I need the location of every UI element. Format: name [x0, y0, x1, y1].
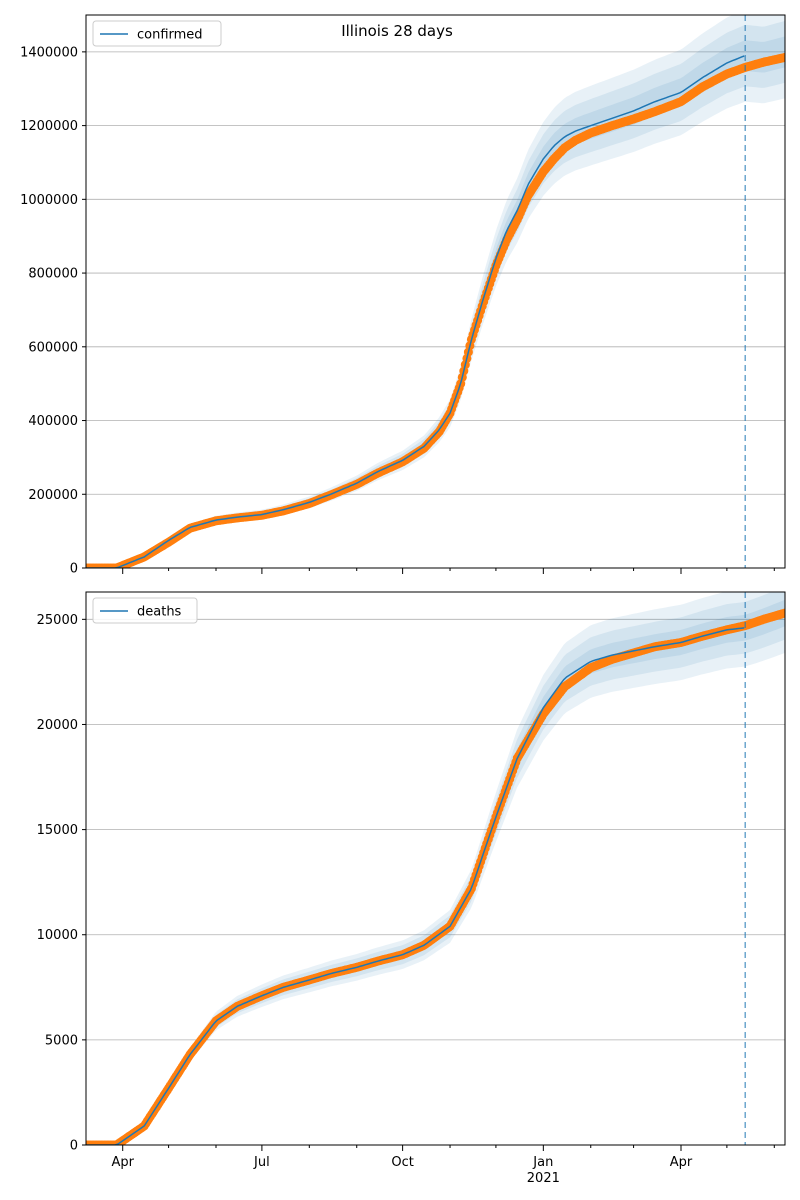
legend: deaths [92, 597, 198, 624]
legend-box [92, 20, 222, 47]
y-tick-label: 0 [70, 562, 78, 577]
plot-area [86, 592, 785, 1145]
uncertainty-band-3 [86, 15, 785, 568]
y-tick-label: 1200000 [20, 119, 78, 134]
y-tick-label: 1400000 [20, 45, 78, 60]
y-tick-label: 15000 [37, 823, 78, 838]
uncertainty-band-3 [86, 592, 785, 1145]
uncertainty-band-1 [86, 599, 785, 1145]
observed-point [780, 608, 785, 618]
x-tick-label: Jul [253, 1155, 270, 1170]
model-line-confirmed [86, 55, 745, 568]
y-tick-label: 20000 [37, 718, 78, 733]
panel-deaths: 0 5000 10000 15000 20000 25000 Apr Jul Oct Jan202… [37, 591, 786, 1186]
y-tick-label: 0 [70, 1139, 78, 1154]
legend-label: confirmed [137, 28, 203, 43]
y-tick-label: 200000 [28, 488, 78, 503]
uncertainty-band-2 [86, 592, 785, 1145]
panel-confirmed: 0 200000 400000 600000 800000 1000000 1200000 1… [20, 14, 786, 577]
y-tick-label: 25000 [37, 613, 78, 628]
chart-title: Illinois 28 days [341, 22, 453, 40]
x-tick-label: Apr [670, 1155, 693, 1170]
y-tick-label: 400000 [28, 414, 78, 429]
y-tick-label: 10000 [37, 928, 78, 943]
plot-area [86, 15, 785, 568]
x-tick-label: Oct [391, 1155, 413, 1170]
y-tick-label: 600000 [28, 340, 78, 355]
y-tick-label: 1000000 [20, 193, 78, 208]
legend: confirmed [92, 20, 222, 47]
axes-frame [85, 14, 786, 569]
model-line-deaths [86, 627, 745, 1145]
legend-box [92, 597, 198, 624]
x-tick-sublabel: 2021 [527, 1171, 560, 1186]
legend-label: deaths [137, 605, 182, 620]
x-tick-label: Jan [532, 1155, 553, 1170]
y-tick-label: 800000 [28, 267, 78, 282]
y-tick-label: 5000 [45, 1033, 78, 1048]
x-tick-label: Apr [111, 1155, 134, 1170]
axes-frame [85, 591, 786, 1146]
observed-point [780, 52, 785, 62]
